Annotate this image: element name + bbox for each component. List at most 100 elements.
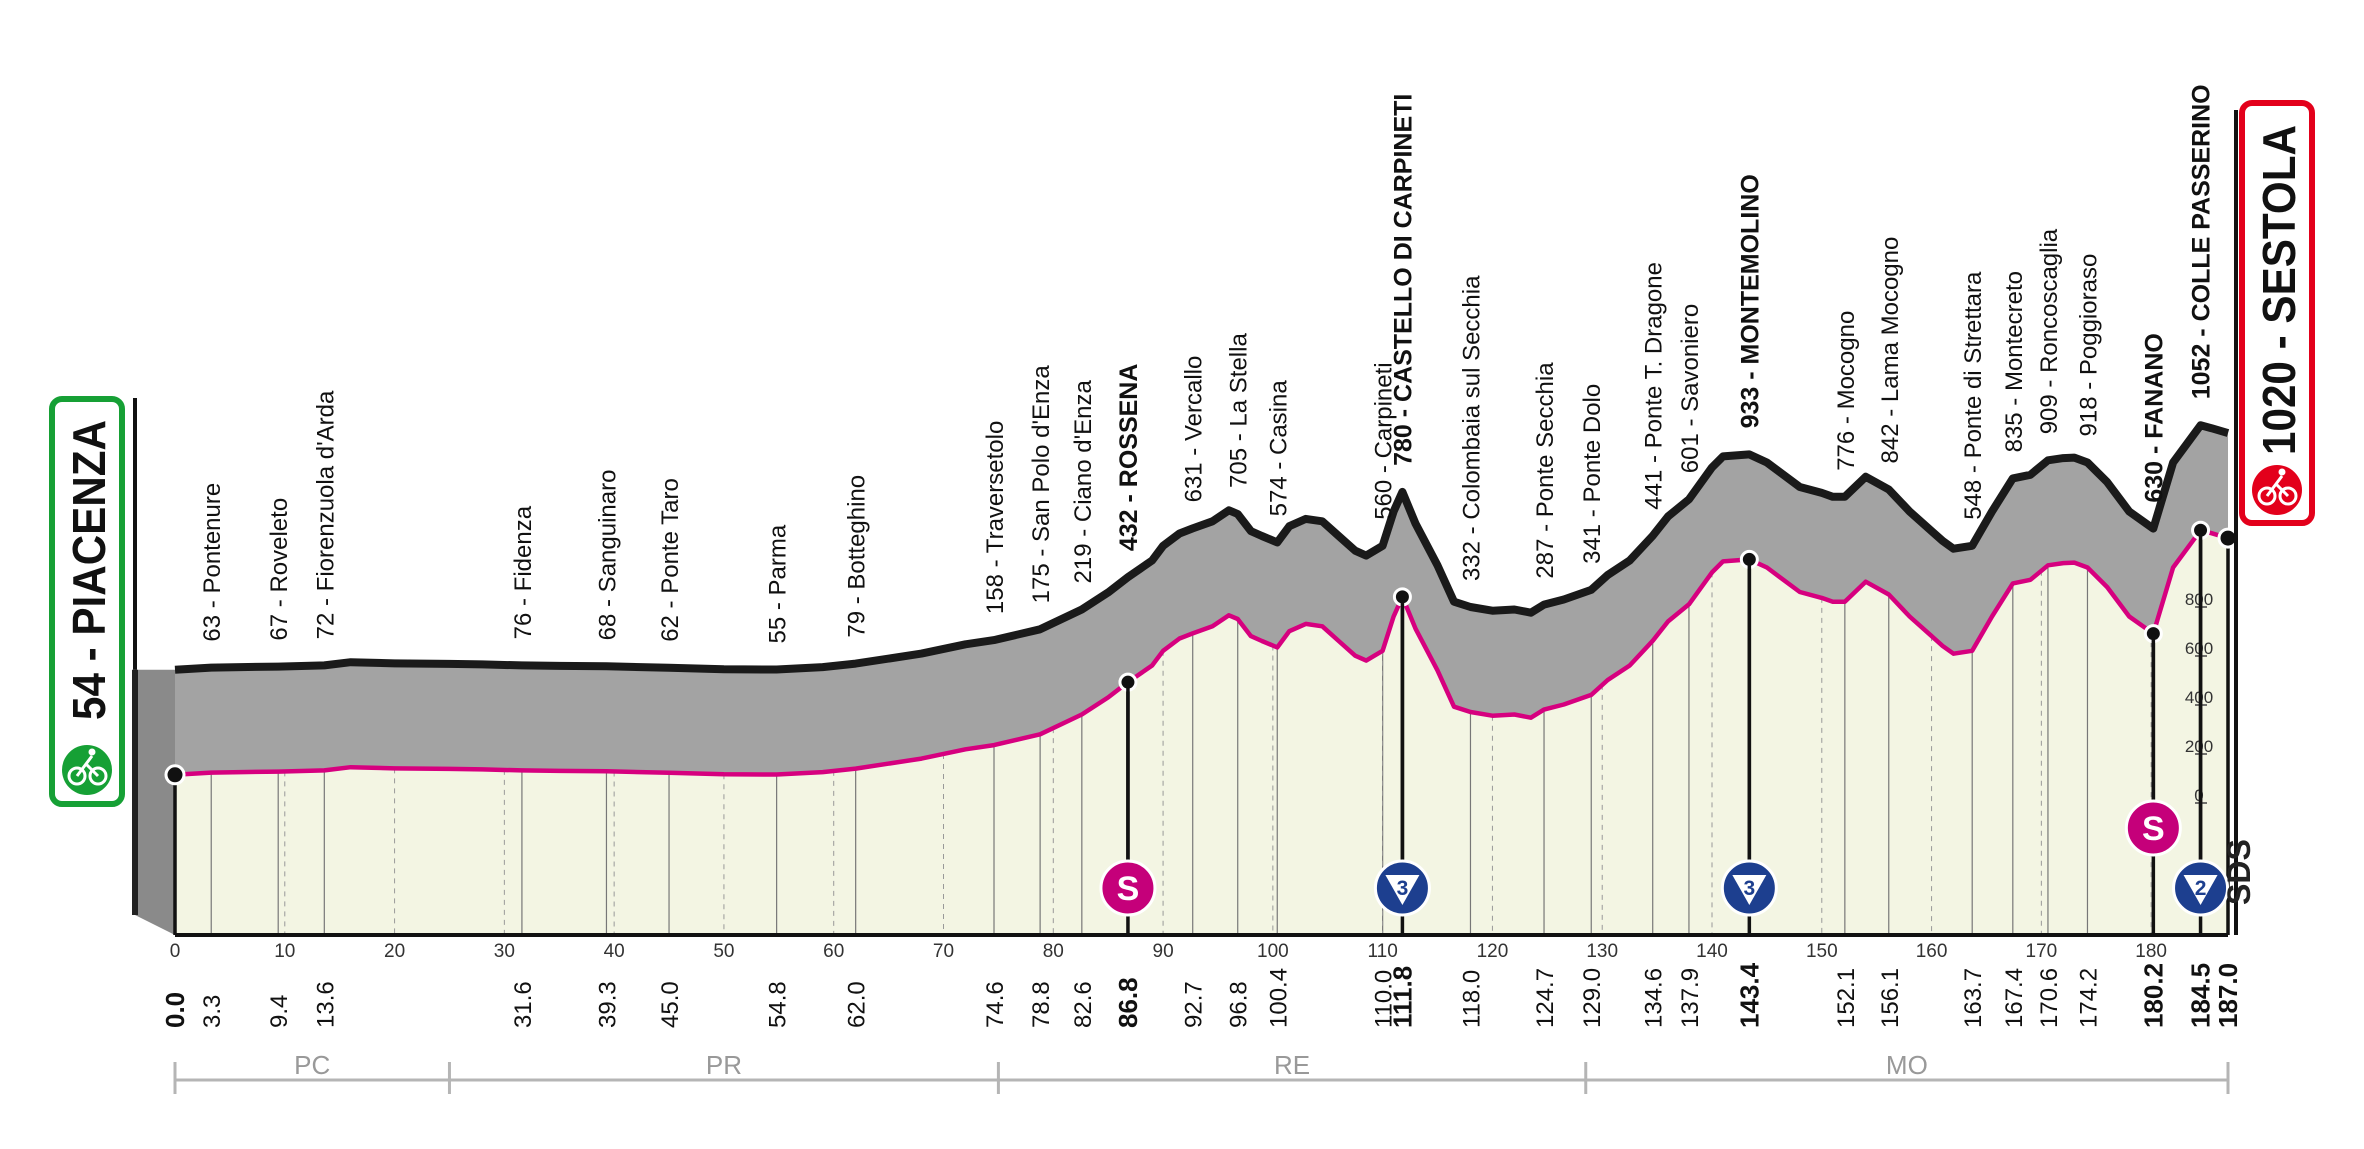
marker-badge bbox=[1099, 859, 1157, 917]
sprint-label: S bbox=[1117, 870, 1140, 908]
province-bar: PC PR RE MO bbox=[173, 1050, 2230, 1094]
place-label: 776 - Mocogno bbox=[1833, 311, 1860, 471]
kom-category-label: 3 bbox=[1397, 877, 1409, 900]
place-label: 933 - MONTEMOLINO bbox=[1736, 174, 1764, 428]
km-distance-label: 39.3 bbox=[594, 981, 621, 1028]
place-label: 835 - Montecreto bbox=[2001, 271, 2028, 452]
km-distance-label: 31.6 bbox=[510, 981, 537, 1028]
place-label: 574 - Casina bbox=[1265, 380, 1292, 517]
km-tick-label: 70 bbox=[933, 941, 954, 962]
place-label: 601 - Savoniero bbox=[1677, 304, 1704, 473]
km-distance-label: 152.1 bbox=[1833, 968, 1860, 1028]
km-tick-label: 30 bbox=[494, 941, 515, 962]
start-label: 54 - PIACENZA bbox=[63, 420, 115, 720]
kom-category-label: 2 bbox=[2195, 877, 2207, 900]
kom-triangle bbox=[1385, 875, 1420, 905]
province-label: PC bbox=[294, 1050, 330, 1080]
place-label: 72 - Fiorenzuola d'Arda bbox=[312, 390, 339, 639]
km-distance-label: 3.3 bbox=[199, 995, 226, 1028]
km-distance-label: 167.4 bbox=[2001, 968, 2028, 1028]
finish-banner-box bbox=[2239, 100, 2315, 526]
km-distance-label: 9.4 bbox=[266, 995, 293, 1028]
km-distance-label: 110.0 bbox=[1371, 970, 1398, 1028]
elevation-profile-line bbox=[174, 528, 2229, 778]
km-distance-label: 137.9 bbox=[1677, 968, 1704, 1028]
km-distance-label: 134.6 bbox=[1641, 968, 1668, 1028]
km-tick-label: 130 bbox=[1586, 941, 1618, 962]
km-distance-label: 62.0 bbox=[844, 981, 871, 1028]
km-distance-label: 13.6 bbox=[312, 981, 339, 1028]
km-distance-label: 163.7 bbox=[1960, 968, 1987, 1028]
profile-base bbox=[132, 425, 2228, 935]
km-distance-label: 74.6 bbox=[982, 981, 1009, 1028]
place-label: 67 - Roveleto bbox=[266, 498, 293, 641]
finish-label: 1020 - SESTOLA bbox=[2253, 125, 2305, 455]
km-distance-label: 45.0 bbox=[657, 981, 684, 1028]
km-distance-label: 174.2 bbox=[2075, 968, 2102, 1028]
place-label: 441 - Ponte T. Dragone bbox=[1641, 262, 1668, 510]
place-label: 909 - Roncoscaglia bbox=[2036, 228, 2063, 434]
place-label: 76 - Fidenza bbox=[510, 505, 537, 639]
place-label: 432 - ROSSENA bbox=[1115, 364, 1143, 552]
place-label: 158 - Traversetolo bbox=[982, 421, 1009, 614]
km-distance-label: 86.8 bbox=[1113, 977, 1143, 1028]
km-tick-label: 50 bbox=[713, 941, 734, 962]
km-distance-label: 54.8 bbox=[765, 981, 792, 1028]
km-distance-label: 180.2 bbox=[2138, 963, 2168, 1028]
place-label: 68 - Sanguinaro bbox=[594, 470, 621, 641]
kom-marker-icon: 3 bbox=[1373, 859, 1431, 917]
km-tick-label: 160 bbox=[1916, 941, 1948, 962]
start-banner-box bbox=[49, 396, 125, 807]
km-distance-label: 184.5 bbox=[2186, 963, 2216, 1028]
place-labels: 63 - Pontenure 67 - Roveleto 72 - Fiorenzu… bbox=[199, 84, 2215, 643]
km-tick-label: 120 bbox=[1477, 941, 1509, 962]
km-distance-label: 100.4 bbox=[1265, 968, 1292, 1028]
sprint-label: S bbox=[2142, 810, 2165, 848]
km-tick-label: 40 bbox=[604, 941, 625, 962]
km-distance-label: 143.4 bbox=[1734, 962, 1764, 1028]
profile-ground-fill bbox=[175, 530, 2228, 935]
place-label: 780 - CASTELLO DI CARPINETI bbox=[1389, 94, 1417, 466]
place-label: 842 - Lama Mocogno bbox=[1877, 237, 1904, 464]
sprint-marker-icon: S bbox=[2124, 799, 2182, 857]
place-label: 332 - Colombaia sul Secchia bbox=[1458, 275, 1485, 581]
km-distance-label: 96.8 bbox=[1226, 981, 1253, 1028]
place-label: 341 - Ponte Dolo bbox=[1579, 384, 1606, 564]
marker-badge bbox=[2124, 799, 2182, 857]
km-tick-label: 110 bbox=[1367, 941, 1397, 962]
profile-relief-band bbox=[175, 425, 2228, 775]
km-distance-labels: 0.0 3.3 9.4 13.6 31.6 39.3 45.0 54.8 62.0 74.6 78.… bbox=[160, 962, 2243, 1028]
start-banner: 54 - PIACENZA bbox=[49, 396, 125, 807]
place-label: 79 - Botteghino bbox=[844, 475, 871, 638]
place-label: 55 - Parma bbox=[765, 524, 792, 643]
km-distance-label: 82.6 bbox=[1070, 981, 1097, 1028]
sds-logo: SDS bbox=[2221, 839, 2257, 905]
kom-marker-icon: 2 bbox=[2172, 859, 2230, 917]
km-tick-label: 170 bbox=[2026, 941, 2058, 962]
km-tick-label: 0 bbox=[170, 941, 181, 962]
km-tick-label: 150 bbox=[1806, 941, 1838, 962]
province-label: PR bbox=[706, 1050, 742, 1080]
km-distance-label: 170.6 bbox=[2036, 968, 2063, 1028]
place-label: 175 - San Polo d'Enza bbox=[1028, 365, 1055, 604]
place-label: 631 - Vercallo bbox=[1181, 356, 1208, 503]
km-tick-label: 140 bbox=[1696, 941, 1728, 962]
km-tick-label: 80 bbox=[1043, 941, 1064, 962]
start-cyclist-icon bbox=[62, 745, 112, 795]
place-label: 62 - Ponte Taro bbox=[657, 478, 684, 642]
km-distance-label: 78.8 bbox=[1028, 981, 1055, 1028]
km-tick-label: 60 bbox=[823, 941, 844, 962]
km-distance-label: 156.1 bbox=[1877, 968, 1904, 1028]
kom-marker-icon: 3 bbox=[1720, 859, 1778, 917]
km-distance-label: 187.0 bbox=[2213, 963, 2243, 1028]
km-tick-label: 100 bbox=[1257, 941, 1289, 962]
km-distance-label: 124.7 bbox=[1532, 968, 1559, 1028]
km-distance-label: 118.0 bbox=[1458, 970, 1485, 1028]
relief-silhouette-line bbox=[174, 421, 2230, 674]
km-distance-label: 92.7 bbox=[1181, 981, 1208, 1028]
province-label: MO bbox=[1886, 1050, 1928, 1080]
km-distance-label: 0.0 bbox=[160, 992, 190, 1028]
km-tick-label: 20 bbox=[384, 941, 405, 962]
finish-banner: 1020 - SESTOLA bbox=[2239, 100, 2315, 526]
sprint-marker-icon: S bbox=[1099, 859, 1157, 917]
